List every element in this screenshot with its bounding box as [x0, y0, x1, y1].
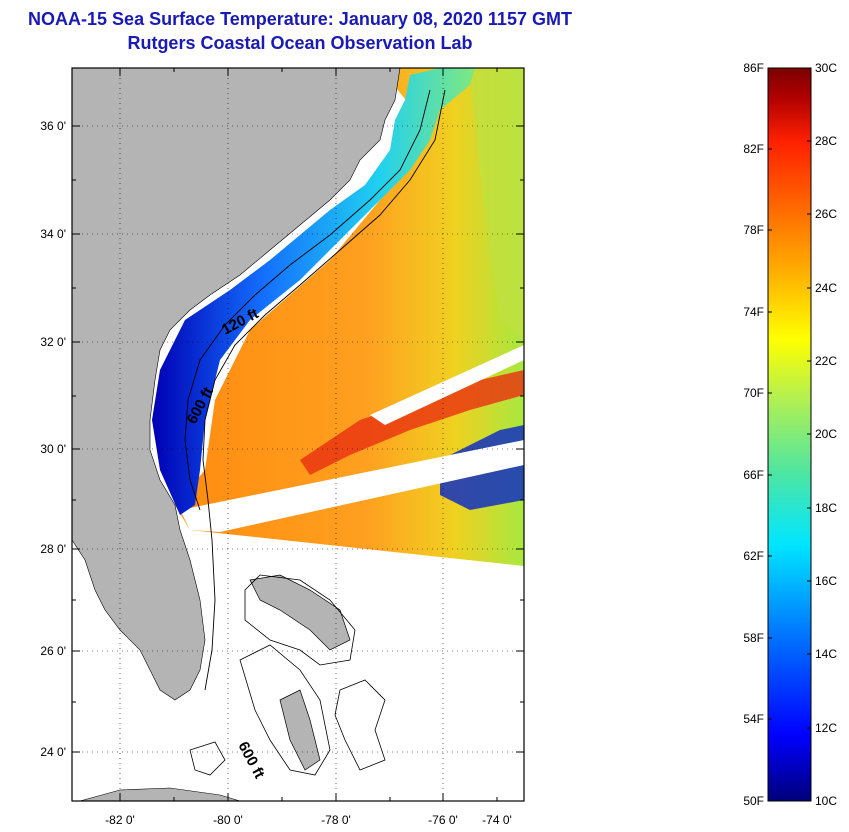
contour-label-600ft-south: 600 ft — [234, 739, 267, 782]
colorbar-c-label: 16C — [815, 574, 837, 588]
lon-label: -76 0' — [428, 813, 458, 827]
colorbar-f-label: 70F — [743, 386, 764, 400]
colorbar-c-label: 30C — [815, 61, 837, 75]
map-frame — [71, 67, 525, 802]
ocean-sst — [175, 68, 524, 566]
page-subtitle: Rutgers Coastal Ocean Observation Lab — [127, 33, 473, 53]
ocean-sst-east — [470, 68, 524, 340]
cloud-swath — [180, 440, 524, 532]
colorbar-c-label: 18C — [815, 501, 837, 515]
colorbar-f-label: 82F — [743, 142, 764, 156]
colorbar-f-label: 74F — [743, 305, 764, 319]
lon-label: -78 0' — [321, 813, 351, 827]
land-cuba — [79, 787, 241, 801]
land-us — [72, 68, 401, 701]
page-title: NOAA-15 Sea Surface Temperature: January… — [28, 9, 572, 29]
bank-outline-1 — [244, 574, 356, 666]
colorbar-f-label: 66F — [743, 468, 764, 482]
lon-label: -80 0' — [213, 813, 243, 827]
lat-label: 34 0' — [40, 227, 66, 241]
colorbar-c-label: 28C — [815, 134, 837, 148]
colorbar-f-label: 54F — [743, 712, 764, 726]
lat-label: 28 0' — [40, 542, 66, 556]
colorbar — [767, 67, 812, 802]
colorbar-c-label: 22C — [815, 354, 837, 368]
map-imagery — [72, 68, 524, 801]
colorbar-c-label: 10C — [815, 794, 837, 808]
contour-600ft — [202, 89, 446, 691]
bank-outline-2 — [239, 644, 331, 776]
lat-label: 32 0' — [40, 335, 66, 349]
colorbar-f-ticks — [768, 67, 772, 802]
colorbar-c-label: 26C — [815, 207, 837, 221]
colorbar-c-label: 12C — [815, 721, 837, 735]
contour-120ft — [184, 89, 431, 511]
gulf-stream-warm — [300, 370, 524, 475]
lon-label: -74 0' — [482, 813, 512, 827]
colorbar-f-label: 58F — [743, 631, 764, 645]
colorbar-c-ticks — [807, 67, 811, 802]
lat-label: 26 0' — [40, 644, 66, 658]
cloud-streak — [370, 345, 524, 425]
lon-label: -82 0' — [105, 813, 135, 827]
colorbar-f-label: 62F — [743, 549, 764, 563]
shelf-water — [152, 68, 475, 515]
colorbar-c-label: 20C — [815, 427, 837, 441]
lat-label: 36 0' — [40, 119, 66, 133]
lat-label: 30 0' — [40, 442, 66, 456]
colorbar-c-label: 24C — [815, 281, 837, 295]
colorbar-f-label: 78F — [743, 223, 764, 237]
colorbar-f-label: 50F — [743, 794, 764, 808]
bank-outline-4 — [189, 741, 226, 776]
axis-ticks — [72, 68, 524, 801]
lat-label: 24 0' — [40, 745, 66, 759]
colorbar-c-label: 14C — [815, 647, 837, 661]
bank-outline-3 — [334, 679, 386, 771]
land-bahamas-2 — [279, 689, 321, 771]
colorbar-f-label: 86F — [743, 61, 764, 75]
land-bahamas-1 — [249, 574, 351, 651]
graticule — [72, 68, 524, 801]
